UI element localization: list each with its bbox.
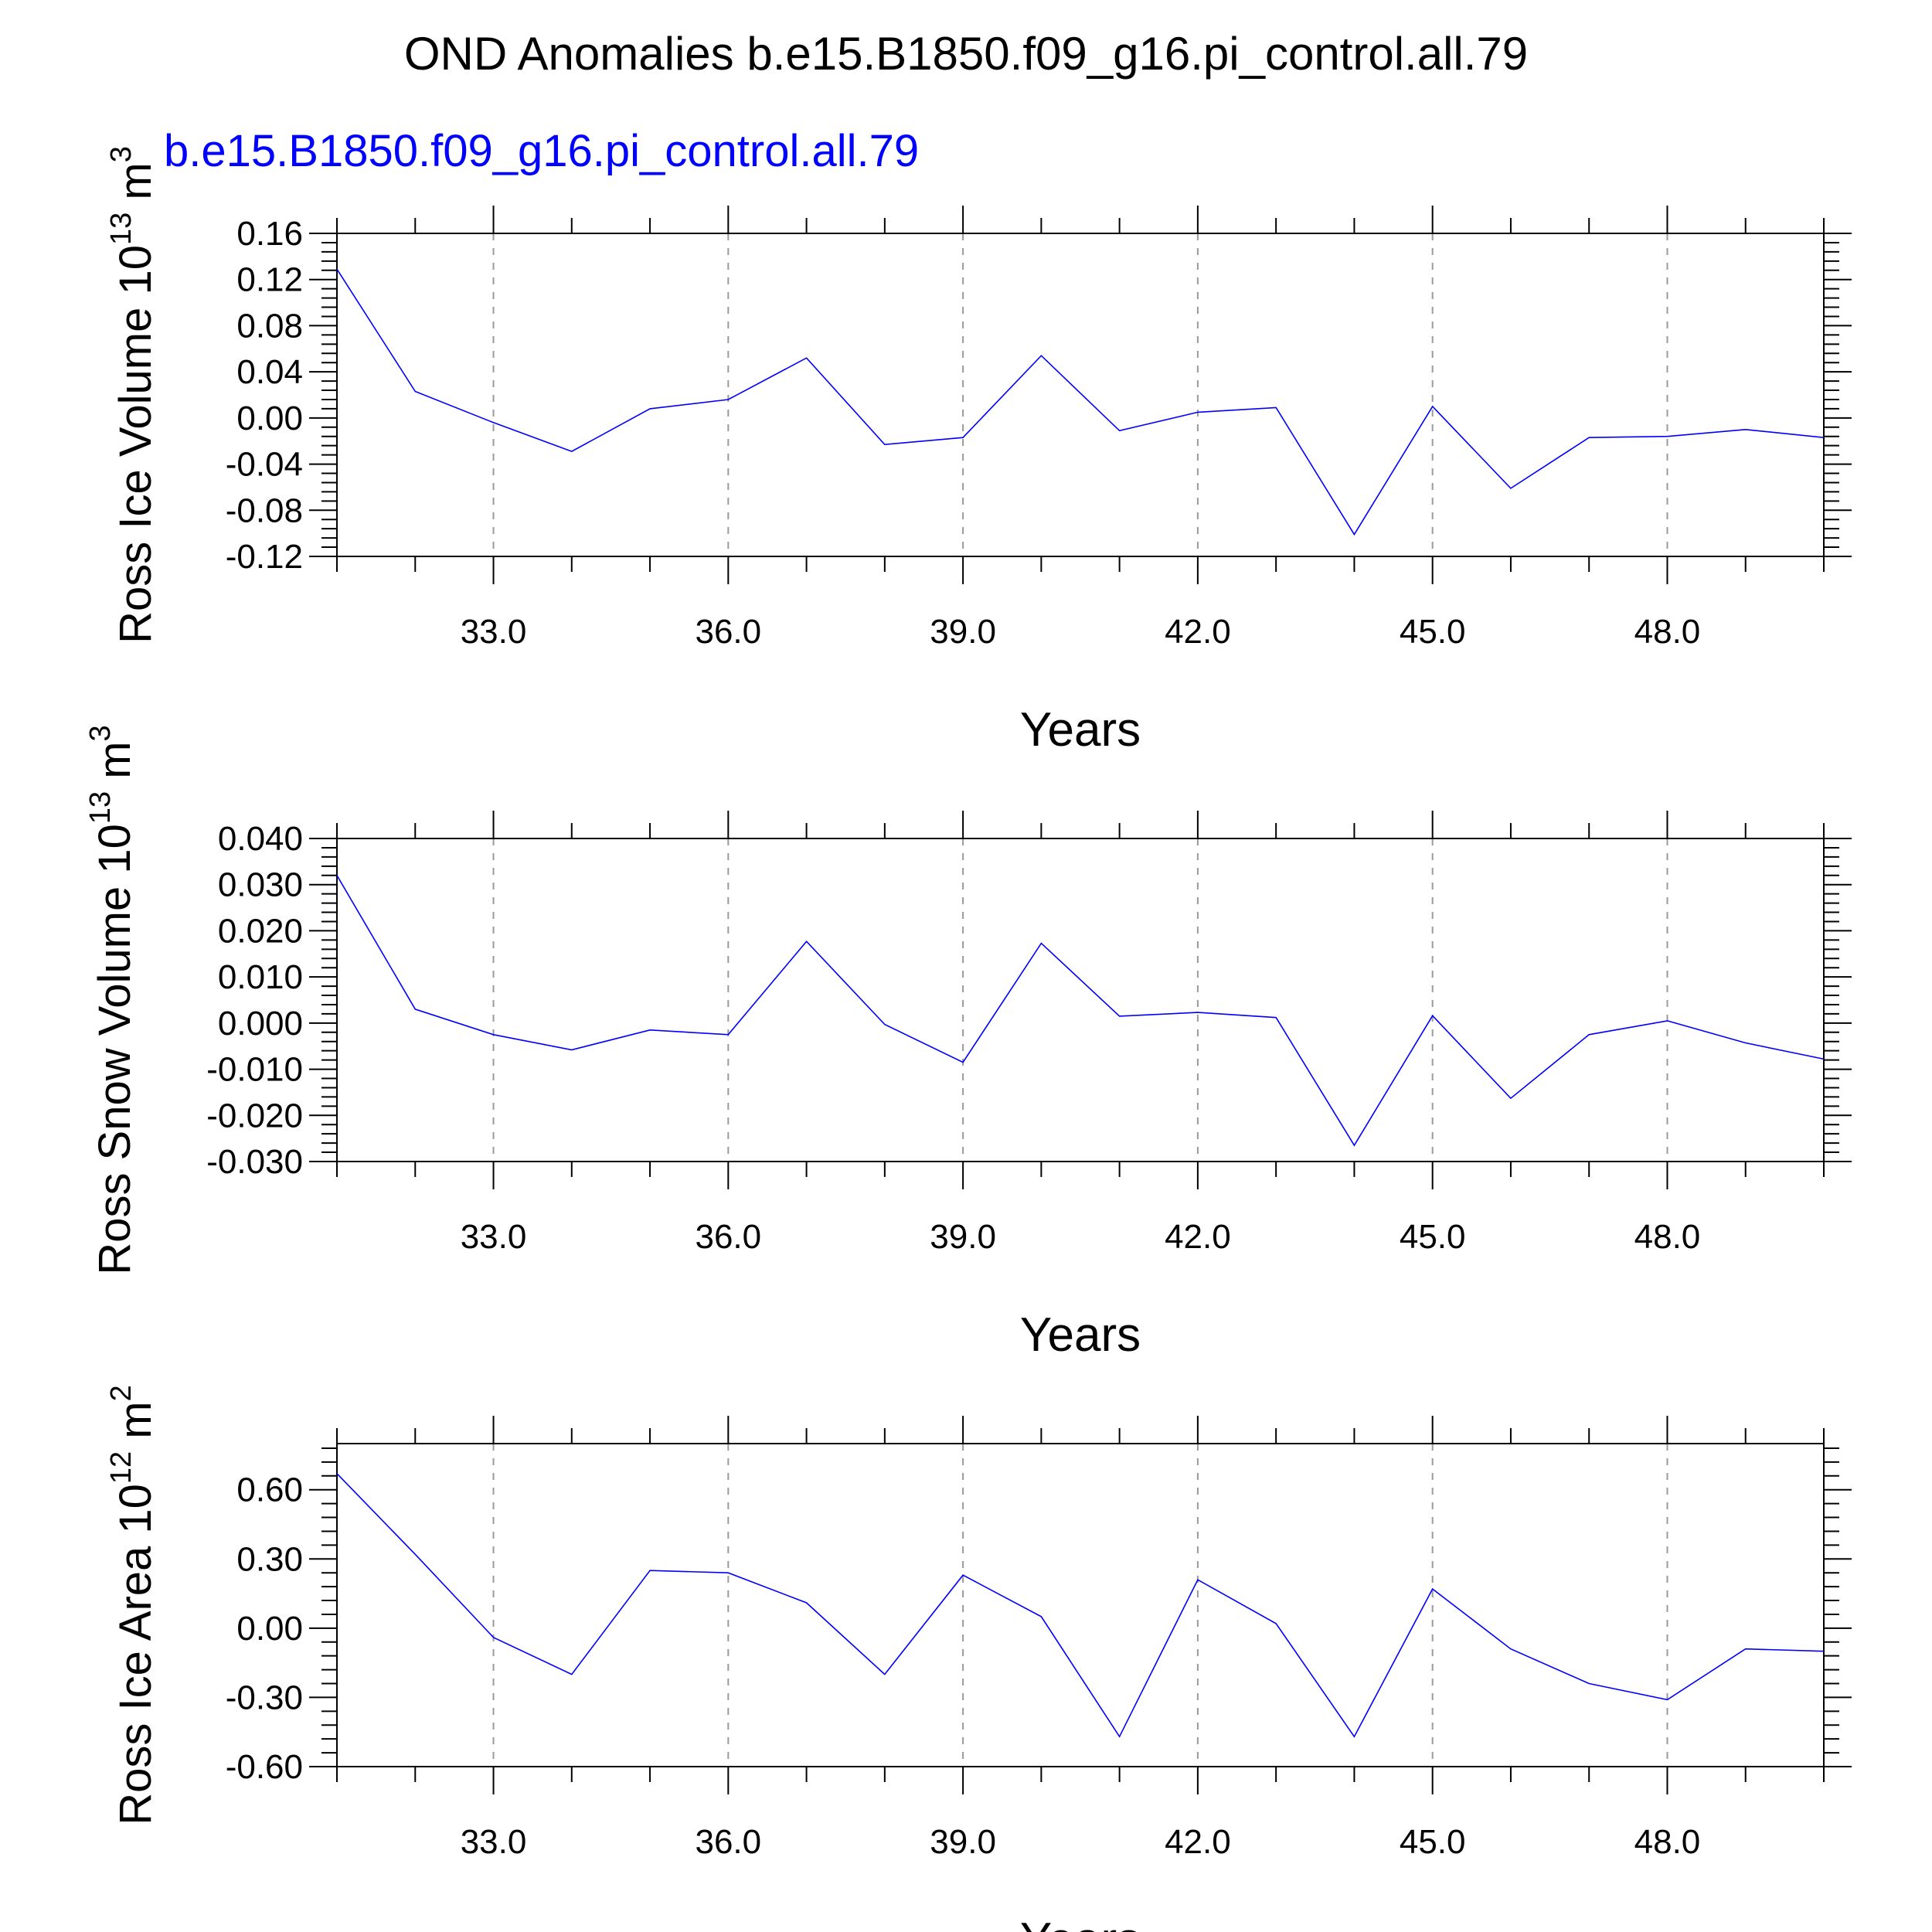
y-tick-label: -0.020 bbox=[206, 1097, 303, 1134]
y-tick-label: 0.000 bbox=[218, 1005, 303, 1043]
series-line bbox=[336, 1473, 1825, 1738]
x-tick-label: 42.0 bbox=[1165, 613, 1231, 651]
panel-2: 33.0 36.0 39.0 42.0 45.0 48.0 -0.030 -0.020 -0.0… bbox=[84, 725, 1852, 1362]
y-tick-label: 0.60 bbox=[236, 1471, 303, 1509]
x-tick-label: 33.0 bbox=[461, 1823, 527, 1861]
y-tick-label: 0.020 bbox=[218, 912, 303, 950]
x-tick-label: 36.0 bbox=[695, 613, 761, 651]
x-tick-label: 48.0 bbox=[1634, 1218, 1701, 1256]
x-tick-label: 42.0 bbox=[1165, 1218, 1231, 1256]
plot-frame bbox=[336, 233, 1825, 557]
panels: 33.0 36.0 39.0 42.0 45.0 48.0 -0.12 -0.08 -0.04 0… bbox=[84, 146, 1852, 1932]
y-tick-label: -0.010 bbox=[206, 1051, 303, 1089]
y-axis-label: Ross Snow Volume 1013 m3 bbox=[84, 725, 140, 1274]
y-tick-label: 0.08 bbox=[236, 307, 303, 345]
y-tick-label: 0.30 bbox=[236, 1540, 303, 1578]
series-line bbox=[336, 875, 1825, 1147]
x-tick-label: 48.0 bbox=[1634, 613, 1701, 651]
x-tick-label: 33.0 bbox=[461, 1218, 527, 1256]
x-axis-label: Years bbox=[1020, 703, 1141, 757]
chart-title: OND Anomalies b.e15.B1850.f09_g16.pi_con… bbox=[404, 28, 1528, 80]
x-tick-label: 42.0 bbox=[1165, 1823, 1231, 1861]
x-tick-label: 33.0 bbox=[461, 613, 527, 651]
y-tick-label: 0.16 bbox=[236, 215, 303, 253]
y-tick-label: 0.030 bbox=[218, 866, 303, 904]
series-line bbox=[336, 268, 1825, 536]
y-tick-label: -0.60 bbox=[226, 1748, 303, 1786]
y-tick-label: 0.00 bbox=[236, 400, 303, 437]
panel-1: 33.0 36.0 39.0 42.0 45.0 48.0 -0.12 -0.08 -0.04 0… bbox=[105, 146, 1852, 757]
y-tick-label: -0.12 bbox=[226, 538, 303, 576]
y-tick-label: 0.010 bbox=[218, 958, 303, 996]
x-tick-label: 39.0 bbox=[930, 1218, 996, 1256]
y-tick-label: 0.04 bbox=[236, 353, 303, 391]
x-tick-label: 36.0 bbox=[695, 1218, 761, 1256]
x-tick-label: 48.0 bbox=[1634, 1823, 1701, 1861]
x-tick-label: 39.0 bbox=[930, 1823, 996, 1861]
plot-frame bbox=[336, 1443, 1825, 1767]
y-tick-label: -0.08 bbox=[226, 492, 303, 529]
y-tick-label: -0.030 bbox=[206, 1143, 303, 1181]
x-axis-label: Years bbox=[1020, 1913, 1141, 1932]
y-tick-label: 0.00 bbox=[236, 1610, 303, 1648]
x-tick-label: 45.0 bbox=[1400, 1218, 1466, 1256]
y-tick-label: 0.040 bbox=[218, 820, 303, 858]
y-tick-label: 0.12 bbox=[236, 261, 303, 299]
panel-3: 33.0 36.0 39.0 42.0 45.0 48.0 -0.60 -0.30 0.00 0.… bbox=[105, 1385, 1852, 1932]
plot-frame bbox=[336, 838, 1825, 1162]
x-tick-label: 45.0 bbox=[1400, 1823, 1466, 1861]
y-axis-label: Ross Ice Volume 1013 m3 bbox=[105, 146, 161, 644]
y-axis-label: Ross Ice Area 1012 m2 bbox=[105, 1385, 161, 1825]
y-tick-label: -0.30 bbox=[226, 1679, 303, 1716]
x-tick-label: 45.0 bbox=[1400, 613, 1466, 651]
y-tick-label: -0.04 bbox=[226, 446, 303, 484]
x-tick-label: 36.0 bbox=[695, 1823, 761, 1861]
x-axis-label: Years bbox=[1020, 1308, 1141, 1362]
legend-label: b.e15.B1850.f09_g16.pi_control.all.79 bbox=[164, 126, 919, 176]
x-tick-label: 39.0 bbox=[930, 613, 996, 651]
